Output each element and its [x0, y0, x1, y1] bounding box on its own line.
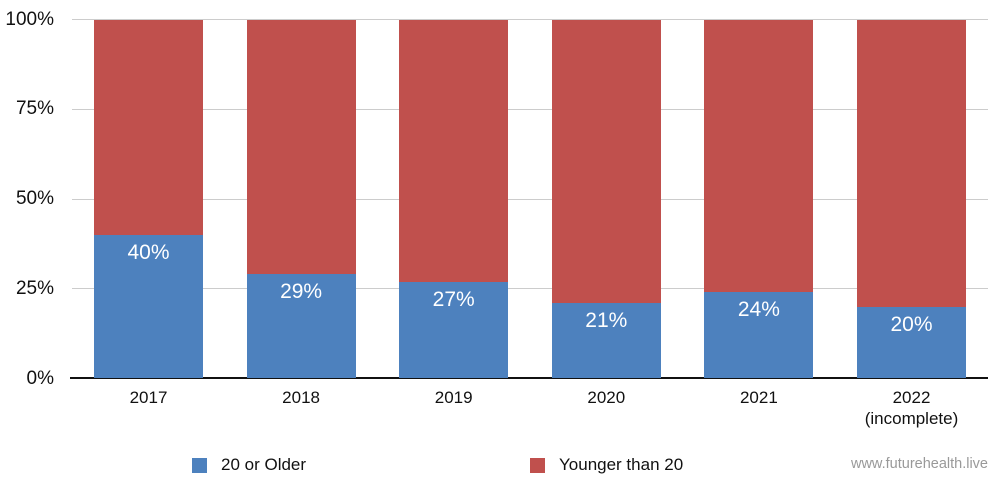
bar-segment-20-or-older: 20% [857, 306, 966, 379]
gridline-100 [72, 19, 988, 20]
bar-value-label: 20% [890, 312, 933, 336]
bar-value-label: 21% [585, 309, 628, 333]
legend-label-20-or-older: 20 or Older [221, 455, 307, 474]
bar-segment-younger-than-20 [246, 19, 356, 275]
legend-item-younger-than-20: Younger than 20 [530, 455, 684, 474]
y-tick-label-75: 75% [15, 98, 54, 120]
bar-segment-younger-than-20 [551, 19, 661, 304]
x-axis-label-2017: 2017 [129, 388, 168, 407]
watermark-url: www.futurehealth.live [850, 456, 988, 472]
bar-value-label: 27% [432, 287, 475, 311]
legend-item-20-or-older: 20 or Older [192, 455, 307, 474]
bar-segment-younger-than-20 [399, 19, 509, 282]
legend-label-younger-than-20: Younger than 20 [559, 455, 684, 474]
gridline-25 [72, 288, 988, 290]
bar-segment-20-or-older: 24% [704, 292, 814, 379]
bar-value-label: 24% [737, 298, 780, 322]
bar-segment-younger-than-20 [94, 19, 203, 235]
gridline-75 [72, 108, 988, 110]
bar-segment-younger-than-20 [857, 19, 966, 307]
x-axis-line [70, 377, 988, 379]
bar-segment-20-or-older: 29% [246, 274, 356, 379]
x-axis-label-2021: 2021 [739, 388, 778, 407]
y-tick-label-50: 50% [15, 188, 54, 209]
bar-segment-younger-than-20 [704, 19, 814, 293]
x-axis-label-2022: 2022 (incomplete) [864, 388, 959, 428]
y-tick-label-100: 100% [5, 8, 54, 30]
bar-value-label: 29% [280, 280, 323, 304]
x-axis-label-2019: 2019 [434, 388, 473, 407]
y-tick-label-25: 25% [15, 277, 54, 299]
y-tick-label-0: 0% [26, 367, 54, 389]
x-axis-label-2018: 2018 [282, 388, 320, 407]
x-axis-label-2020: 2020 [587, 388, 626, 407]
legend-swatch-younger-than-20 [530, 457, 545, 473]
bar-value-label: 40% [127, 240, 170, 264]
legend-swatch-20-or-older [192, 457, 207, 473]
bar-segment-20-or-older: 40% [94, 234, 203, 379]
bar-segment-20-or-older: 21% [551, 303, 661, 379]
bar-segment-20-or-older: 27% [399, 281, 509, 379]
gridline-50 [72, 198, 988, 200]
